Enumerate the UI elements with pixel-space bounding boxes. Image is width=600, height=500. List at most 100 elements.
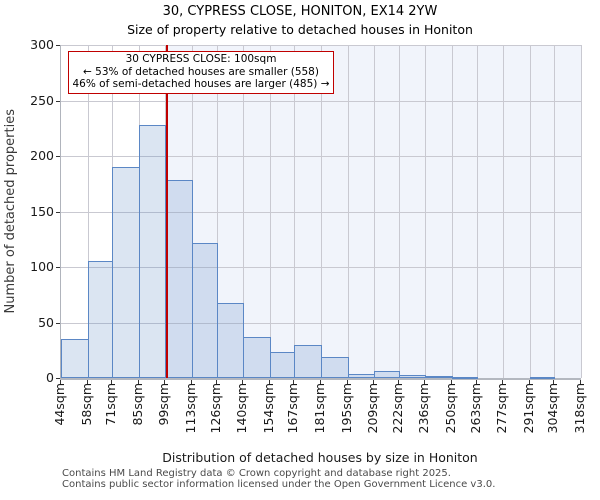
histogram-bar bbox=[269, 352, 296, 378]
x-tick-mark bbox=[580, 380, 581, 384]
y-tick-mark bbox=[56, 267, 60, 268]
x-tick-mark bbox=[553, 380, 555, 384]
v-gridline bbox=[451, 45, 453, 378]
x-tick-mark bbox=[164, 380, 166, 384]
histogram-bar bbox=[425, 375, 453, 378]
subject-property-marker-line bbox=[166, 45, 169, 378]
x-tick-mark bbox=[215, 380, 217, 384]
x-tick-mark bbox=[424, 380, 426, 384]
x-tick-mark bbox=[346, 380, 348, 384]
x-tick-label: 126sqm bbox=[207, 383, 223, 434]
y-tick-mark bbox=[56, 322, 60, 324]
x-tick-label: 154sqm bbox=[260, 383, 276, 434]
x-tick-label: 250sqm bbox=[442, 383, 458, 434]
v-gridline bbox=[398, 45, 400, 378]
x-tick-label: 140sqm bbox=[234, 383, 250, 434]
histogram-bar bbox=[321, 356, 349, 378]
v-gridline bbox=[243, 45, 245, 378]
annotation-line-3: 46% of semi-detached houses are larger (… bbox=[72, 78, 330, 90]
v-gridline bbox=[347, 45, 349, 378]
property-annotation-box: 30 CYPRESS CLOSE: 100sqm ← 53% of detach… bbox=[68, 51, 334, 94]
y-tick-label: 300 bbox=[30, 37, 54, 52]
x-tick-label: 71sqm bbox=[103, 383, 119, 426]
x-tick-mark bbox=[450, 380, 452, 384]
histogram-bar bbox=[294, 344, 322, 378]
annotation-line-1: 30 CYPRESS CLOSE: 100sqm bbox=[125, 53, 277, 65]
y-tick-mark bbox=[56, 211, 60, 213]
histogram-bar bbox=[347, 373, 376, 378]
histogram-bar bbox=[216, 302, 245, 378]
annotation-line-2: ← 53% of detached houses are smaller (55… bbox=[83, 65, 319, 78]
y-tick-mark bbox=[56, 45, 60, 46]
x-axis-label: Distribution of detached houses by size … bbox=[162, 450, 478, 465]
x-tick-label: 222sqm bbox=[389, 383, 405, 434]
x-tick-label: 263sqm bbox=[467, 383, 483, 434]
y-tick-mark bbox=[56, 378, 60, 379]
v-gridline bbox=[581, 45, 582, 378]
footer-attribution-2: Contains public sector information licen… bbox=[62, 479, 496, 490]
x-tick-label: 181sqm bbox=[312, 383, 327, 434]
x-tick-mark bbox=[111, 380, 113, 384]
x-tick-label: 236sqm bbox=[416, 383, 432, 434]
x-tick-mark bbox=[528, 380, 530, 384]
v-gridline bbox=[374, 45, 376, 378]
x-tick-mark bbox=[373, 380, 375, 384]
x-tick-mark bbox=[397, 380, 399, 384]
x-tick-label: 113sqm bbox=[182, 383, 198, 434]
x-tick-mark bbox=[268, 380, 270, 384]
histogram-plot-area: 30 CYPRESS CLOSE: 100sqm ← 53% of detach… bbox=[60, 45, 582, 380]
histogram-bar bbox=[243, 336, 271, 378]
x-tick-mark bbox=[60, 380, 61, 384]
footer-attribution-1: Contains HM Land Registry data © Crown c… bbox=[62, 468, 451, 479]
y-tick-label: 250 bbox=[30, 92, 54, 108]
v-gridline bbox=[294, 45, 296, 378]
histogram-bar bbox=[398, 374, 427, 378]
x-tick-label: 304sqm bbox=[545, 383, 561, 434]
x-tick-mark bbox=[502, 380, 504, 384]
v-gridline bbox=[554, 45, 556, 378]
v-gridline bbox=[425, 45, 427, 378]
y-tick-label: 150 bbox=[30, 203, 54, 219]
y-tick-label: 100 bbox=[30, 259, 54, 274]
x-tick-mark bbox=[86, 380, 88, 384]
v-gridline bbox=[321, 45, 322, 378]
x-tick-label: 58sqm bbox=[78, 383, 94, 426]
chart-title: 30, CYPRESS CLOSE, HONITON, EX14 2YW bbox=[162, 4, 438, 19]
histogram-bar bbox=[374, 371, 400, 378]
y-tick-label: 200 bbox=[30, 148, 54, 163]
x-tick-mark bbox=[137, 380, 139, 384]
v-gridline bbox=[216, 45, 218, 378]
histogram-bar bbox=[191, 242, 218, 378]
v-gridline bbox=[503, 45, 505, 378]
x-tick-mark bbox=[242, 380, 244, 384]
histogram-bar bbox=[165, 180, 193, 378]
v-gridline bbox=[269, 45, 271, 378]
x-tick-label: 85sqm bbox=[129, 383, 145, 426]
x-tick-label: 195sqm bbox=[338, 383, 354, 434]
x-tick-mark bbox=[190, 380, 192, 384]
x-tick-label: 209sqm bbox=[365, 383, 381, 434]
y-tick-label: 0 bbox=[46, 370, 54, 385]
x-tick-label: 99sqm bbox=[156, 383, 172, 426]
x-tick-mark bbox=[320, 380, 321, 384]
histogram-bar bbox=[87, 261, 114, 378]
v-gridline bbox=[87, 45, 89, 378]
histogram-bar bbox=[61, 339, 89, 378]
y-tick-label: 50 bbox=[38, 314, 54, 330]
x-tick-label: 318sqm bbox=[572, 383, 587, 434]
v-gridline bbox=[476, 45, 478, 378]
v-gridline bbox=[529, 45, 531, 378]
histogram-bar bbox=[451, 376, 478, 379]
y-tick-mark bbox=[56, 156, 60, 157]
x-tick-label: 167sqm bbox=[285, 383, 301, 434]
x-tick-mark bbox=[293, 380, 295, 384]
histogram-bar bbox=[138, 124, 167, 378]
chart-subtitle: Size of property relative to detached ho… bbox=[127, 22, 473, 37]
x-tick-label: 277sqm bbox=[494, 383, 510, 434]
histogram-bar bbox=[529, 376, 556, 379]
histogram-bar bbox=[112, 167, 140, 378]
x-tick-label: 44sqm bbox=[52, 383, 67, 426]
y-tick-mark bbox=[56, 100, 60, 102]
x-tick-mark bbox=[475, 380, 477, 384]
